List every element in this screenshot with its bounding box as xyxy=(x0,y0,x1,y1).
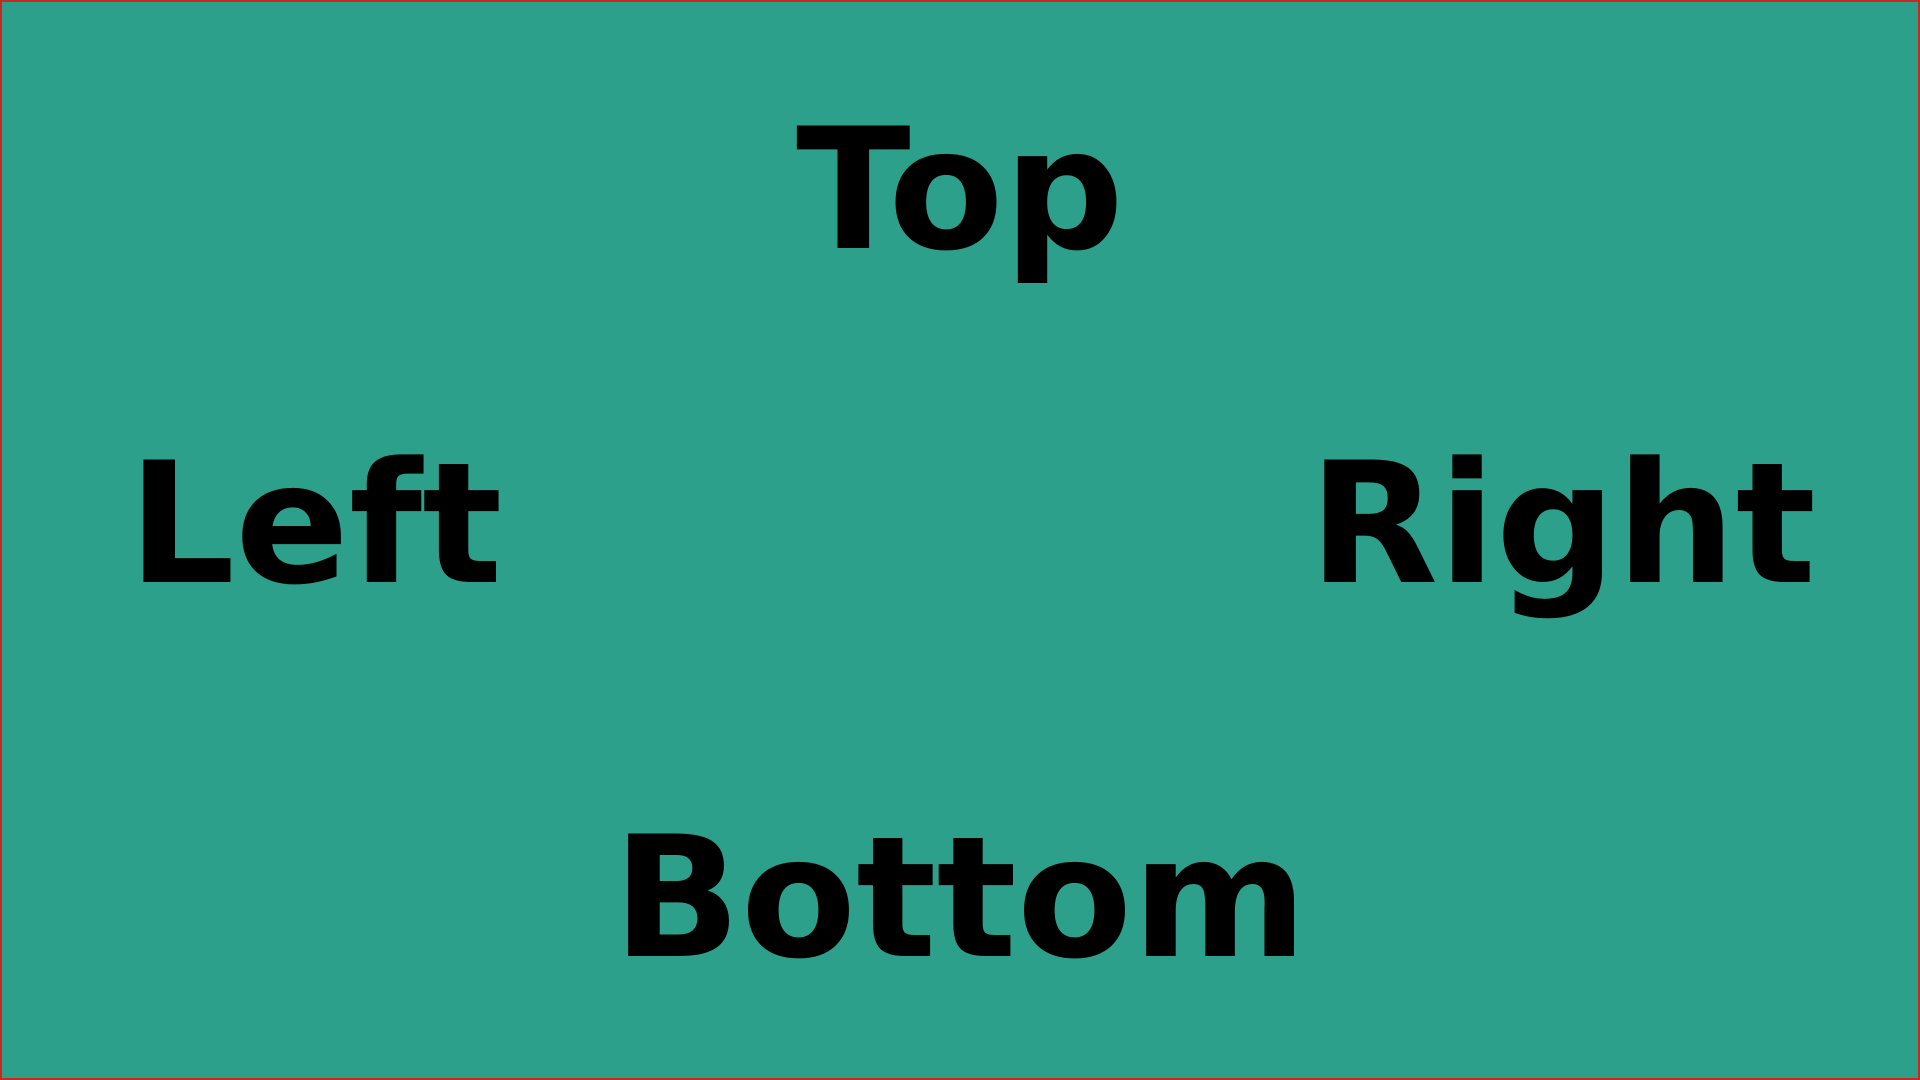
top-label: Top xyxy=(796,92,1124,288)
bottom-label: Bottom xyxy=(612,800,1308,996)
right-label: Right xyxy=(1308,426,1816,622)
left-label: Left xyxy=(128,426,503,622)
